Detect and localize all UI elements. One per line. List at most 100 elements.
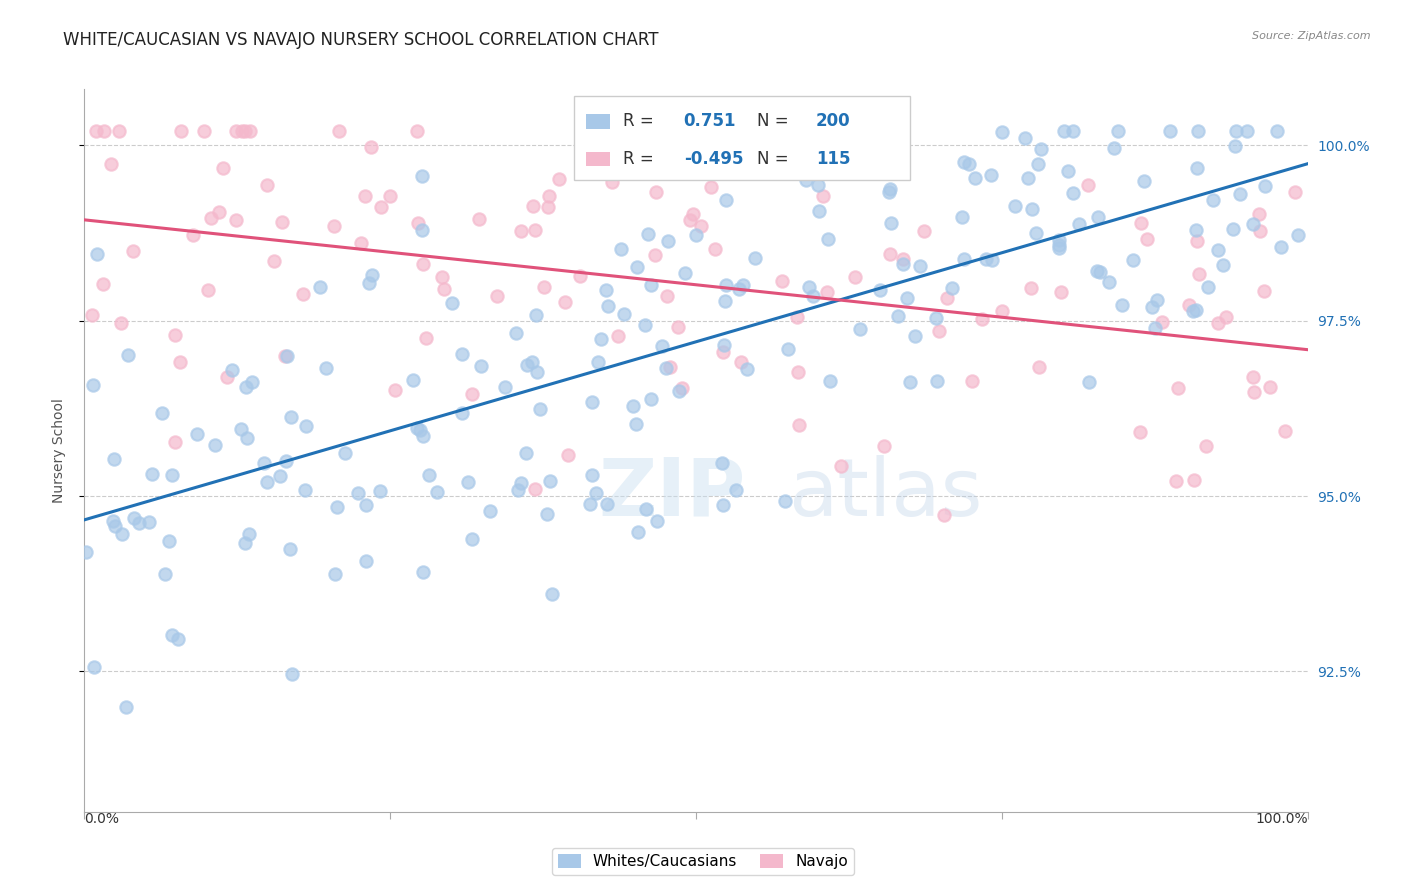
Point: [451, 347, 474, 361]
Point: [1206, 243, 1229, 257]
Point: [1243, 385, 1265, 400]
Point: [1223, 138, 1246, 153]
Point: [93, 124, 115, 138]
Point: [256, 475, 278, 489]
Point: [418, 467, 440, 482]
Point: [360, 140, 382, 154]
Text: R =: R =: [623, 112, 658, 130]
Point: [162, 628, 184, 642]
Point: [891, 252, 914, 266]
Point: [411, 169, 433, 184]
Point: [688, 146, 710, 161]
Point: [233, 536, 256, 550]
Point: [1222, 222, 1244, 236]
Point: [221, 363, 243, 377]
Point: [536, 507, 558, 521]
Point: [353, 189, 375, 203]
Point: [626, 260, 648, 275]
Point: [166, 632, 188, 647]
Point: [323, 219, 346, 233]
Point: [1159, 124, 1181, 138]
Point: [533, 279, 555, 293]
Point: [240, 376, 263, 390]
Point: [406, 215, 429, 229]
Point: [461, 532, 484, 546]
Point: [1047, 241, 1070, 255]
Text: ZIP: ZIP: [598, 455, 745, 533]
Point: [807, 178, 830, 193]
Point: [231, 124, 253, 138]
Point: [1164, 474, 1187, 488]
Point: [1167, 381, 1189, 395]
Point: [524, 223, 547, 237]
Point: [655, 361, 678, 376]
Point: [524, 308, 547, 322]
Point: [589, 332, 612, 346]
Point: [412, 566, 434, 580]
Point: [110, 316, 132, 330]
Point: [141, 467, 163, 481]
Point: [509, 224, 531, 238]
Point: [953, 252, 976, 267]
Point: [1185, 303, 1208, 318]
Point: [621, 399, 644, 413]
Point: [1136, 232, 1159, 246]
Point: [1146, 293, 1168, 307]
Point: [193, 124, 215, 138]
Point: [433, 282, 456, 296]
Point: [801, 288, 824, 302]
Point: [879, 216, 901, 230]
Point: [1185, 223, 1208, 237]
Point: [950, 210, 973, 224]
Point: [384, 384, 406, 398]
Point: [1056, 164, 1078, 178]
Point: [100, 157, 122, 171]
Point: [585, 486, 607, 500]
Point: [1090, 265, 1112, 279]
Point: [165, 328, 187, 343]
Point: [700, 180, 723, 194]
Point: [711, 345, 734, 359]
Point: [727, 282, 749, 296]
Point: [879, 246, 901, 260]
Point: [1241, 369, 1264, 384]
Point: [1077, 178, 1099, 192]
Point: [770, 274, 793, 288]
Point: [596, 497, 619, 511]
Point: [645, 185, 668, 199]
Point: [1021, 280, 1043, 294]
Point: [1025, 226, 1047, 240]
Point: [744, 251, 766, 265]
Point: [557, 448, 579, 462]
Point: [361, 268, 384, 282]
Point: [1077, 375, 1099, 389]
Point: [75, 545, 97, 559]
Point: [1129, 216, 1152, 230]
Point: [1067, 217, 1090, 231]
Point: [714, 277, 737, 292]
Legend: Whites/Caucasians, Navajo: Whites/Caucasians, Navajo: [551, 848, 855, 875]
Point: [1284, 186, 1306, 200]
Point: [150, 406, 173, 420]
Point: [236, 431, 259, 445]
Point: [1085, 263, 1108, 277]
Point: [596, 300, 619, 314]
Point: [682, 207, 704, 221]
Point: [537, 200, 560, 214]
Point: [787, 365, 810, 379]
Point: [640, 392, 662, 407]
Text: R =: R =: [623, 150, 658, 168]
Point: [370, 200, 392, 214]
FancyBboxPatch shape: [574, 96, 910, 179]
Point: [494, 380, 516, 394]
Point: [1004, 199, 1026, 213]
Point: [673, 267, 696, 281]
Point: [83, 660, 105, 674]
Point: [1017, 171, 1039, 186]
Point: [595, 283, 617, 297]
Point: [872, 439, 894, 453]
Point: [1225, 124, 1247, 138]
Point: [529, 402, 551, 417]
Point: [666, 319, 689, 334]
Point: [1087, 210, 1109, 224]
